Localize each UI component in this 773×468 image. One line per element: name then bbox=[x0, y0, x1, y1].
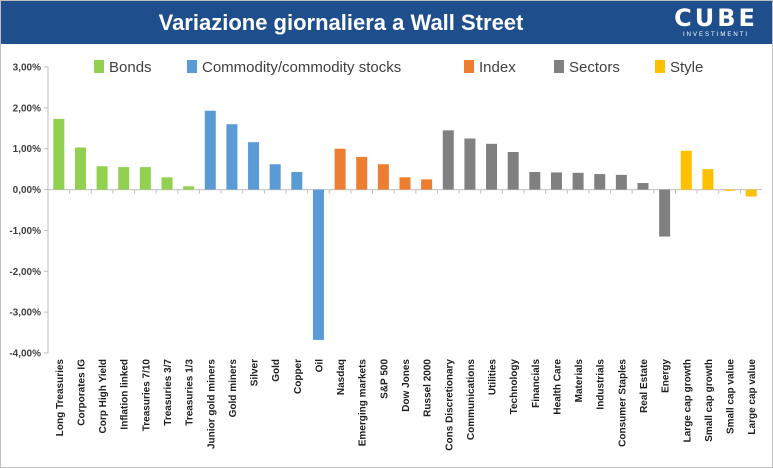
bar-26 bbox=[615, 174, 627, 190]
x-tick-label: Industrials bbox=[596, 359, 607, 410]
y-tick-label: -3,00% bbox=[9, 308, 41, 319]
x-tick-label: Long Treasuries bbox=[55, 359, 66, 437]
y-axis: 3,00% 2,00% 1,00% 0,00% -1,00% -2,00% -3,00% -4… bbox=[9, 63, 762, 360]
x-tick-label: Utilities bbox=[488, 359, 499, 396]
bar-9 bbox=[248, 142, 260, 190]
legend-label-0: Bonds bbox=[109, 59, 152, 76]
legend-label-4: Style bbox=[670, 59, 703, 76]
bar-22 bbox=[529, 172, 541, 190]
bar-15 bbox=[377, 164, 389, 190]
x-tick-label: Junior gold miners bbox=[206, 359, 217, 449]
y-tick-label: 3,00% bbox=[13, 63, 41, 74]
bar-19 bbox=[464, 138, 476, 190]
bar-25 bbox=[594, 174, 606, 190]
bar-18 bbox=[442, 130, 454, 190]
bar-10 bbox=[269, 164, 281, 190]
x-tick-label: Treasuries 3/7 bbox=[163, 359, 174, 426]
header-bar: Variazione giornaliera a Wall Street CUB… bbox=[1, 1, 772, 44]
x-tick-label: Consumer Staples bbox=[617, 359, 628, 447]
chart-legend: Bonds Commodity/commodity stocks Index Sect… bbox=[94, 59, 703, 76]
bar-12 bbox=[312, 189, 324, 340]
logo-subtitle: INVESTIMENTI bbox=[682, 32, 749, 38]
x-tick-label: Cons Discretionary bbox=[444, 359, 455, 451]
x-tick-label: Silver bbox=[250, 359, 261, 386]
bar-1 bbox=[74, 147, 86, 190]
bar-24 bbox=[572, 172, 584, 190]
y-tick-label: 1,00% bbox=[13, 144, 41, 155]
x-tick-label: Treasuries 1/3 bbox=[185, 359, 196, 426]
bar-series bbox=[53, 110, 757, 340]
x-tick-label: Communications bbox=[466, 359, 477, 441]
x-tick-label: Technology bbox=[509, 359, 520, 415]
bar-31 bbox=[724, 189, 736, 191]
x-tick-label: Corp High Yield bbox=[98, 359, 109, 433]
x-tick-label: Large cap value bbox=[747, 359, 758, 435]
bar-27 bbox=[637, 183, 649, 190]
legend-swatch-4 bbox=[655, 60, 665, 73]
bar-23 bbox=[550, 172, 562, 190]
x-tick-label: Financials bbox=[531, 359, 542, 408]
x-tick-label: Russel 2000 bbox=[423, 359, 434, 417]
x-tick-label: Nasdaq bbox=[336, 359, 347, 395]
bar-8 bbox=[226, 124, 238, 190]
bar-6 bbox=[183, 186, 195, 190]
x-tick-label: Corporates IG bbox=[76, 359, 87, 426]
bar-7 bbox=[204, 110, 216, 190]
x-tick-label: Health Care bbox=[552, 359, 563, 415]
x-tick-label: Small cap value bbox=[726, 359, 737, 434]
bar-4 bbox=[139, 167, 151, 190]
bar-0 bbox=[53, 118, 65, 190]
bar-11 bbox=[291, 172, 303, 190]
cube-logo: CUBE INVESTIMENTI bbox=[668, 6, 764, 40]
bar-20 bbox=[486, 143, 498, 190]
y-tick-label: -4,00% bbox=[9, 349, 41, 360]
bar-chart: Bonds Commodity/commodity stocks Index Sect… bbox=[9, 59, 762, 451]
legend-label-3: Sectors bbox=[569, 59, 620, 76]
x-tick-label: Real Estate bbox=[639, 359, 650, 413]
bar-13 bbox=[334, 148, 346, 190]
x-tick-label: Emerging markets bbox=[358, 359, 369, 447]
x-tick-label: Copper bbox=[293, 359, 304, 394]
x-tick-label: Oil bbox=[314, 359, 325, 373]
x-tick-label: Energy bbox=[661, 359, 672, 393]
page-title: Variazione giornaliera a Wall Street bbox=[158, 10, 524, 35]
bar-28 bbox=[659, 189, 671, 237]
y-tick-label: 2,00% bbox=[13, 103, 41, 114]
legend-swatch-2 bbox=[464, 60, 474, 73]
x-axis-labels: Long Treasuries Corporates IG Corp High Yi… bbox=[47, 189, 758, 451]
legend-label-1: Commodity/commodity stocks bbox=[202, 59, 401, 76]
bar-29 bbox=[680, 150, 692, 190]
x-tick-label: Treasuries 7/10 bbox=[141, 359, 152, 432]
x-tick-label: S&P 500 bbox=[379, 359, 390, 399]
y-tick-label: -1,00% bbox=[9, 226, 41, 237]
bar-32 bbox=[745, 189, 757, 197]
bar-5 bbox=[161, 177, 173, 190]
bar-3 bbox=[118, 167, 130, 190]
y-tick-label: 0,00% bbox=[13, 185, 41, 196]
bar-30 bbox=[702, 169, 714, 190]
x-tick-label: Gold bbox=[271, 359, 282, 382]
x-tick-label: Small cap growth bbox=[704, 359, 715, 442]
x-tick-label: Inflation linked bbox=[120, 359, 131, 430]
legend-label-2: Index bbox=[479, 59, 516, 76]
bar-16 bbox=[399, 177, 411, 190]
legend-swatch-0 bbox=[94, 60, 104, 73]
x-tick-label: Large cap growth bbox=[682, 359, 693, 442]
x-tick-label: Gold miners bbox=[228, 359, 239, 418]
y-tick-label: -2,00% bbox=[9, 267, 41, 278]
logo-wordmark: CUBE bbox=[674, 4, 758, 32]
bar-14 bbox=[356, 156, 368, 190]
x-tick-label: Materials bbox=[574, 359, 585, 403]
x-tick-label: Dow Jones bbox=[401, 359, 412, 412]
legend-swatch-3 bbox=[554, 60, 564, 73]
bar-2 bbox=[96, 166, 108, 190]
bar-21 bbox=[507, 151, 519, 190]
bar-17 bbox=[421, 179, 433, 190]
legend-swatch-1 bbox=[187, 60, 197, 73]
